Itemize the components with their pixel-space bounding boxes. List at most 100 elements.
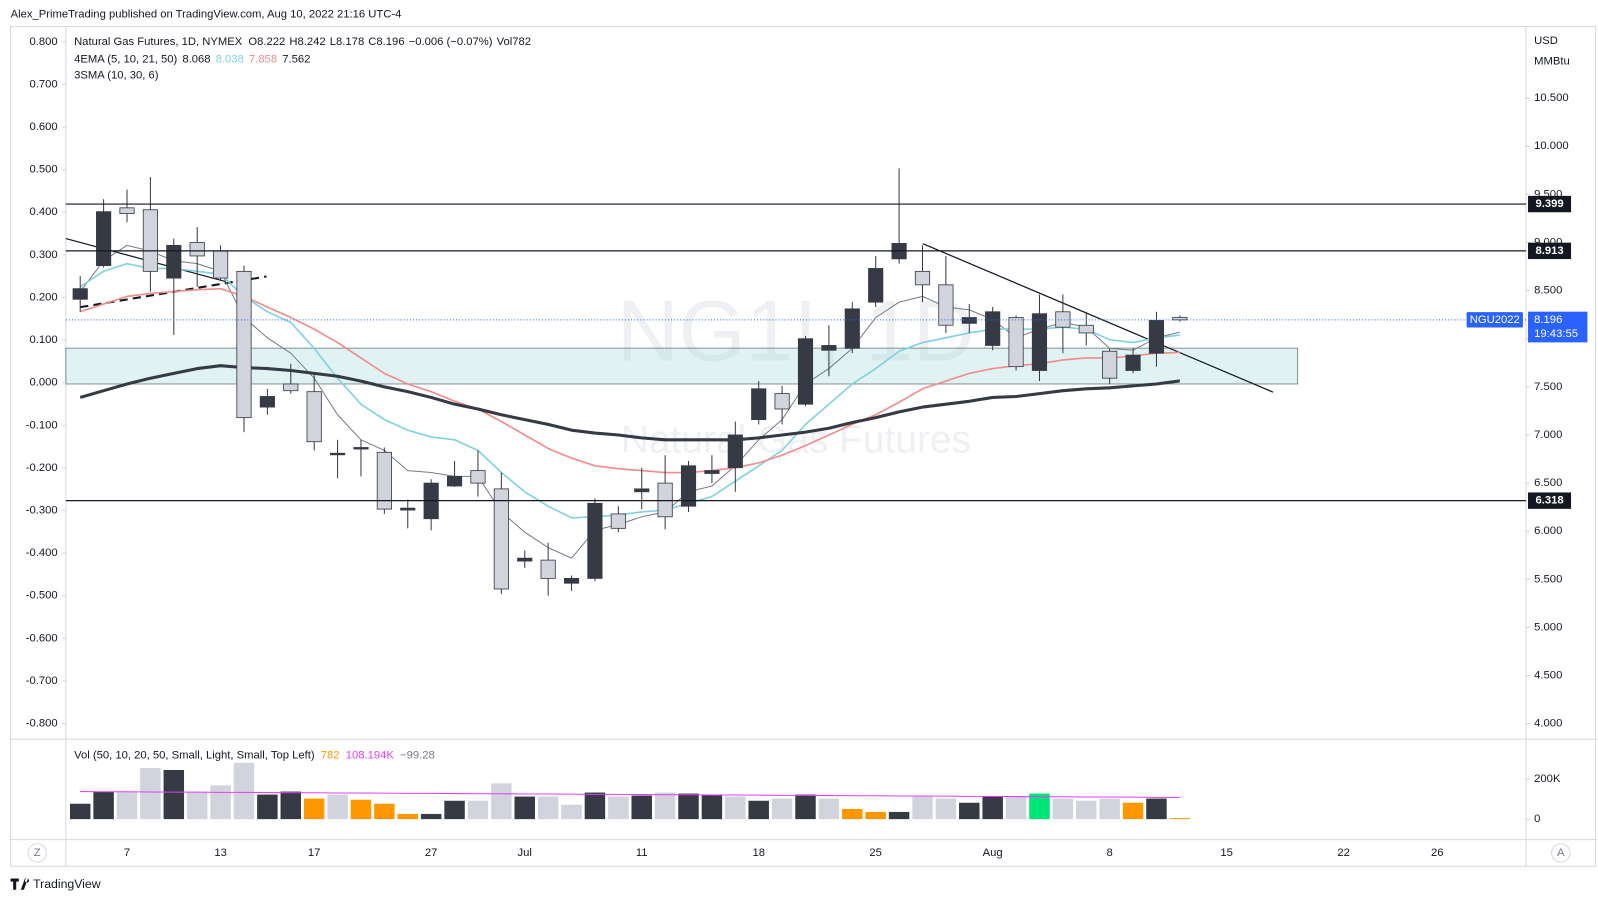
candle-body [797, 338, 814, 405]
legend-h: H [289, 36, 297, 48]
volume-last: 782 [321, 750, 340, 762]
volume-bar [210, 785, 231, 820]
volume-bar [491, 783, 512, 820]
candle-body [96, 211, 112, 266]
y2-tick-label: 0.700 [30, 78, 58, 90]
volume-bar [1029, 793, 1050, 820]
volume-bar [140, 767, 161, 820]
logo-mark [10, 878, 30, 890]
candle-body [751, 388, 767, 420]
legend-l: L [330, 36, 336, 48]
y2-tick-label: 0.300 [30, 249, 58, 261]
volume-oscillator: −99.28 [400, 750, 435, 762]
volume-bar [374, 803, 395, 820]
level-label: 9.399 [1535, 198, 1563, 210]
candle-body [306, 391, 322, 443]
volume-bar [1005, 796, 1027, 820]
legend-high: 8.242 [298, 36, 326, 48]
ema-value: 7.858 [249, 53, 277, 65]
candle-body [657, 482, 673, 518]
candle-body [72, 288, 88, 300]
legend-close: 8.196 [376, 36, 404, 48]
x-tick-label: 17 [308, 847, 321, 859]
candle-body [517, 557, 533, 562]
ema-legend: 4EMA (5, 10, 21, 50) 8.068 8.038 7.858 7.562 [74, 53, 310, 65]
watermark-symbol: NG1!, 1D [617, 284, 975, 380]
volume-bar [678, 793, 699, 820]
candle-body [1078, 324, 1094, 334]
volume-bar [69, 803, 91, 820]
legend-change: −0.006 (−0.07%) [409, 36, 493, 48]
candle-body [704, 470, 720, 474]
sma-legend: 3SMA (10, 30, 6) [74, 70, 159, 82]
y-tick-label: 6.000 [1534, 525, 1562, 537]
volume-bar [1052, 798, 1074, 820]
candle-body [610, 513, 626, 529]
y-tick-label: 7.000 [1534, 429, 1562, 441]
x-tick-label: 26 [1431, 847, 1444, 859]
legend-title: Natural Gas Futures, 1D, NYMEX [74, 36, 243, 48]
volume-bar [116, 791, 138, 820]
y2-tick-label: 0.500 [30, 164, 58, 176]
volume-title: Vol (50, 10, 20, 50, Small, Light, Small… [74, 750, 315, 762]
candle-body [1148, 320, 1165, 354]
volume-bar [865, 811, 886, 820]
y-tick-label: 5.000 [1534, 621, 1562, 633]
volume-bar [584, 792, 606, 820]
candle-body [634, 488, 650, 493]
last-price-label: 8.196 [1534, 314, 1562, 326]
volume-bar [982, 796, 1003, 820]
volume-bar [725, 796, 746, 820]
candle-body [142, 209, 158, 272]
x-tick-label: 25 [869, 847, 882, 859]
x-tick-label: 8 [1107, 847, 1113, 859]
button-label[interactable]: A [1557, 847, 1565, 859]
candle-body [236, 270, 252, 419]
button-label[interactable]: Z [34, 847, 41, 859]
legend-low: 8.178 [336, 36, 364, 48]
x-tick-label: 18 [752, 847, 765, 859]
plot [69, 168, 1191, 820]
volume-legend: Vol (50, 10, 20, 50, Small, Light, Small… [74, 750, 435, 762]
volume-bar [93, 791, 114, 820]
volume-bar [163, 769, 185, 820]
button[interactable] [27, 843, 47, 863]
ma-line [79, 287, 1180, 474]
candle-body [400, 507, 416, 511]
volume-bar [818, 798, 840, 820]
volume-bar [257, 794, 278, 820]
volume-bar [467, 800, 489, 820]
volume-bar [397, 813, 419, 820]
y2-tick-label: -0.600 [26, 632, 58, 644]
candle-body [1125, 354, 1141, 371]
level-tag [1528, 195, 1572, 213]
candle-body [821, 345, 837, 351]
y-tick-label: 7.500 [1534, 381, 1562, 393]
button[interactable] [1551, 843, 1571, 863]
candle-body [213, 250, 229, 279]
ema-value: 7.562 [282, 53, 310, 65]
x-tick-label: Jul [518, 847, 532, 859]
candle-body [540, 559, 556, 579]
last-price-tag [1528, 311, 1588, 343]
volume-bar [1146, 798, 1167, 820]
volume-bar [1099, 798, 1120, 820]
candle-body [259, 396, 275, 408]
candle-body [680, 465, 697, 507]
candle-body [1008, 317, 1024, 368]
volume-bar [561, 804, 582, 820]
volume-bar [935, 798, 957, 820]
volume-bar [350, 799, 372, 820]
legend-vol: Vol [497, 36, 513, 48]
volume-bar [444, 800, 465, 820]
unit: MMBtu [1534, 55, 1570, 67]
ema-value: 8.038 [216, 53, 244, 65]
volume-bar [888, 811, 910, 820]
candle-body [1102, 350, 1118, 379]
volume-bar [280, 791, 302, 820]
y2-tick-label: -0.500 [26, 590, 58, 602]
candle-body [868, 268, 884, 303]
x-tick-label: 11 [636, 847, 648, 859]
volume-ma-line [80, 791, 1180, 799]
x-tick-label: 22 [1337, 847, 1350, 859]
